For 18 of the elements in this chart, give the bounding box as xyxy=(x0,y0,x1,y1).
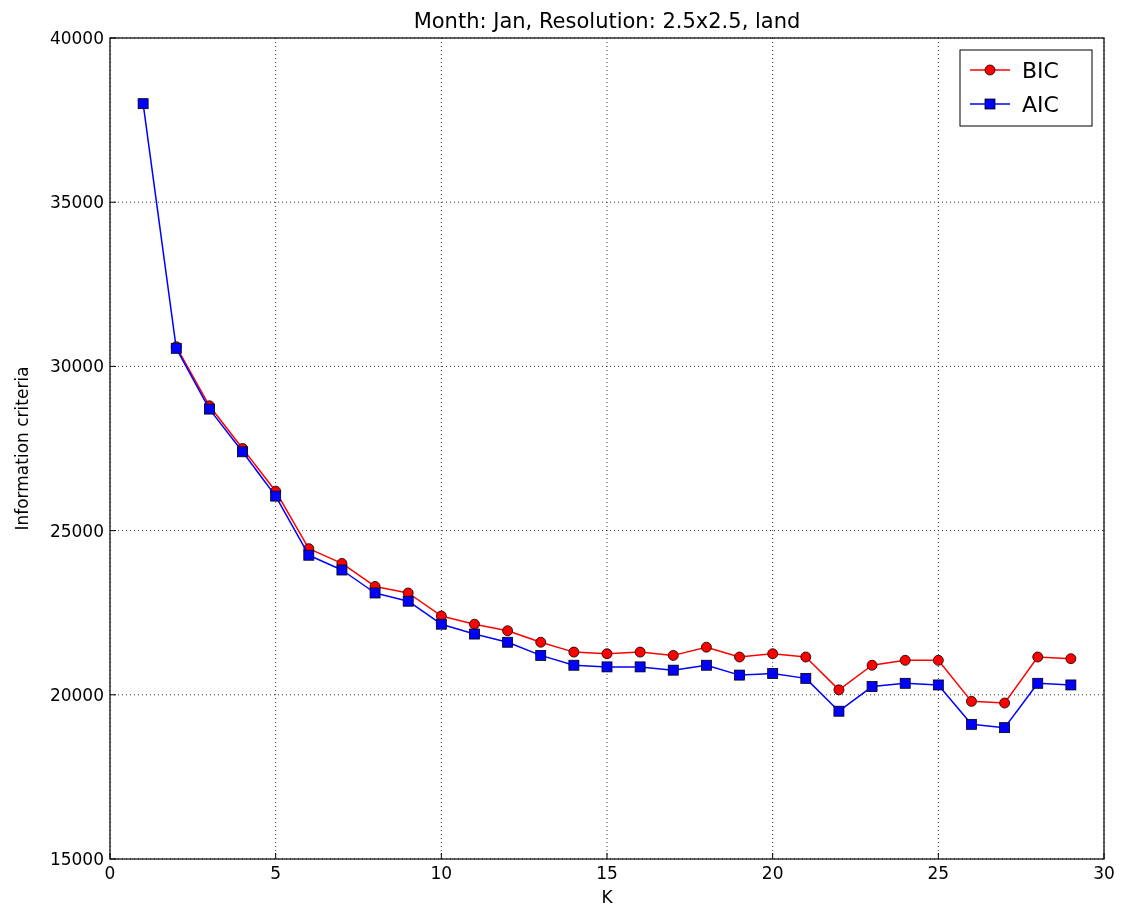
y-tick-label: 15000 xyxy=(49,848,104,869)
x-tick-label: 0 xyxy=(104,863,116,883)
y-tick-label: 25000 xyxy=(49,520,104,541)
x-tick-label: 15 xyxy=(596,863,618,883)
x-tick-label: 5 xyxy=(270,863,282,883)
legend-label: BIC xyxy=(1022,57,1059,83)
y-axis-title: Information criteria xyxy=(12,366,32,531)
y-tick-label: 20000 xyxy=(49,684,104,705)
legend-label: AIC xyxy=(1022,91,1059,117)
chart-title: Month: Jan, Resolution: 2.5x2.5, land xyxy=(413,9,801,33)
y-tick-label: 30000 xyxy=(49,356,104,377)
x-tick-label: 20 xyxy=(761,863,784,883)
x-tick-label: 30 xyxy=(1093,863,1115,883)
x-tick-label: 10 xyxy=(430,863,453,883)
y-tick-label: 35000 xyxy=(49,192,104,213)
x-axis-title: K xyxy=(601,887,614,907)
y-tick-label: 40000 xyxy=(49,27,104,48)
x-tick-label: 25 xyxy=(927,863,950,883)
